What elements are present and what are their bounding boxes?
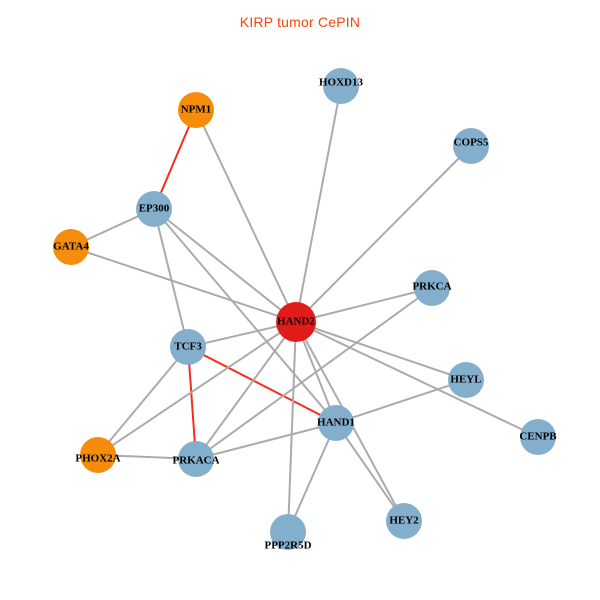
graph-node-hey2[interactable]: HEY2 — [386, 503, 422, 539]
node-label: HEYL — [450, 374, 481, 386]
node-label: CENPB — [519, 431, 557, 443]
graph-edge — [295, 287, 433, 323]
node-label: HAND2 — [277, 316, 315, 328]
graph-edge — [195, 109, 297, 323]
node-circle[interactable] — [178, 441, 214, 477]
node-circle[interactable] — [80, 437, 116, 473]
graph-node-prkca[interactable]: PRKCA — [412, 270, 452, 306]
node-circle[interactable] — [178, 92, 214, 128]
nodes-layer: NPM1 HOXD13 COPS5 EP300 GATA4 PRKCA HAND2 TCF3 H… — [53, 68, 557, 552]
graph-edge — [295, 145, 472, 323]
graph-edge — [70, 246, 297, 323]
node-circle[interactable] — [170, 329, 206, 365]
graph-edge — [295, 85, 342, 323]
graph-edge — [335, 422, 405, 522]
node-circle[interactable] — [520, 419, 556, 455]
edges-layer — [70, 85, 539, 533]
node-label: PRKCA — [412, 281, 451, 293]
graph-edge — [187, 346, 197, 460]
graph-edge — [335, 379, 467, 424]
graph-edge — [287, 422, 337, 533]
graph-node-hand2[interactable]: HAND2 — [276, 302, 316, 342]
graph-edge — [287, 321, 297, 533]
node-label: NPM1 — [181, 104, 212, 116]
graph-node-heyl[interactable]: HEYL — [448, 362, 484, 398]
node-label: PPP2R5D — [264, 540, 311, 552]
node-circle[interactable] — [136, 191, 172, 227]
node-label: PRKACA — [172, 455, 219, 467]
node-circle[interactable] — [276, 302, 316, 342]
graph-node-cenpb[interactable]: CENPB — [519, 419, 557, 455]
graph-edge — [97, 321, 297, 456]
node-circle[interactable] — [414, 270, 450, 306]
graph-node-npm1[interactable]: NPM1 — [178, 92, 214, 128]
node-label: EP300 — [139, 203, 170, 215]
graph-edge — [295, 321, 539, 438]
graph-node-prkaca[interactable]: PRKACA — [172, 441, 220, 477]
node-circle[interactable] — [53, 229, 89, 265]
node-circle[interactable] — [323, 68, 359, 104]
graph-edge — [187, 346, 337, 424]
node-circle[interactable] — [448, 362, 484, 398]
graph-edge — [195, 422, 337, 460]
graph-node-cops5[interactable]: COPS5 — [453, 128, 489, 164]
graph-edge — [153, 208, 297, 323]
node-circle[interactable] — [453, 128, 489, 164]
graph-node-phox2a[interactable]: PHOX2A — [75, 437, 121, 473]
graph-node-ep300[interactable]: EP300 — [136, 191, 172, 227]
graph-edge — [195, 321, 297, 460]
node-label: HOXD13 — [319, 77, 364, 89]
graph-node-tcf3[interactable]: TCF3 — [170, 329, 206, 365]
graph-edge — [153, 208, 337, 424]
graph-node-hand1[interactable]: HAND1 — [317, 405, 355, 441]
node-label: HAND1 — [317, 417, 355, 429]
node-label: HEY2 — [389, 515, 419, 527]
graph-edge — [295, 321, 467, 381]
graph-edge — [195, 287, 433, 460]
graph-node-gata4[interactable]: GATA4 — [53, 229, 89, 265]
node-circle[interactable] — [270, 514, 306, 550]
node-label: TCF3 — [174, 341, 202, 353]
node-circle[interactable] — [318, 405, 354, 441]
node-label: PHOX2A — [75, 453, 120, 465]
page-title: KIRP tumor CePIN — [239, 14, 361, 30]
node-label: GATA4 — [53, 241, 89, 253]
graph-edge — [97, 346, 189, 456]
graph-node-ppp2r5d[interactable]: PPP2R5D — [264, 514, 312, 552]
graph-node-hoxd13[interactable]: HOXD13 — [319, 68, 364, 104]
node-label: COPS5 — [454, 137, 489, 149]
graph-edge — [153, 208, 189, 348]
node-circle[interactable] — [386, 503, 422, 539]
